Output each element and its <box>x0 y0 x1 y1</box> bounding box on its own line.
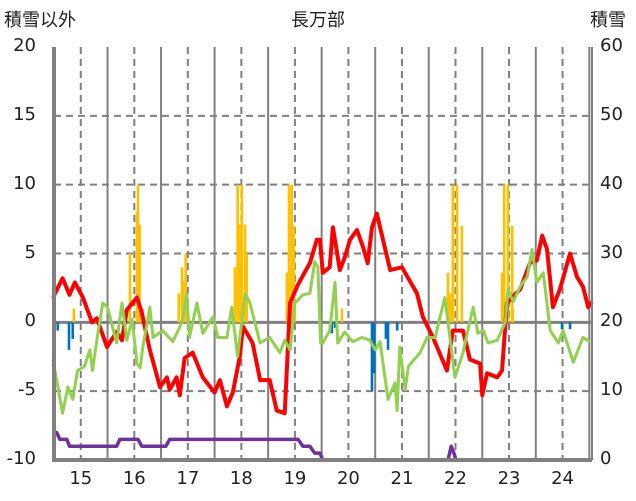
x-tick-label: 17 <box>176 468 200 489</box>
orange-bar <box>236 184 239 323</box>
left-tick-label: 10 <box>13 172 36 194</box>
blue-bar <box>386 322 390 350</box>
orange-bar <box>233 267 237 323</box>
blue-bar <box>560 322 564 330</box>
orange-bar <box>502 184 506 323</box>
left-tick-label: 20 <box>13 35 36 56</box>
orange-bar <box>292 225 296 323</box>
right-tick-label: 0 <box>600 448 612 469</box>
left-tick-label: -5 <box>18 379 36 401</box>
x-tick-label: 23 <box>497 468 521 489</box>
orange-bar <box>136 184 140 323</box>
orange-bar <box>72 308 76 323</box>
orange-bar <box>184 253 187 323</box>
orange-bar <box>240 184 244 323</box>
x-tick-label: 24 <box>551 468 574 489</box>
x-tick-label: 15 <box>69 468 93 489</box>
orange-bar <box>177 293 181 323</box>
orange-bar <box>290 184 293 323</box>
blue-bar <box>71 322 75 339</box>
orange-bar <box>446 272 450 323</box>
orange-bar <box>448 293 452 323</box>
x-tick-label: 19 <box>283 468 307 489</box>
orange-bar <box>460 225 464 323</box>
orange-bar <box>510 225 514 323</box>
blue-bar <box>67 322 71 350</box>
orange-bar <box>500 272 504 323</box>
blue-bar <box>395 322 399 331</box>
orange-bar <box>243 224 247 323</box>
orange-bar <box>128 253 132 323</box>
orange-bar <box>340 308 344 323</box>
right-tick-label: 60 <box>600 35 623 56</box>
x-tick-label: 22 <box>444 468 467 489</box>
left-tick-label: 15 <box>13 103 36 125</box>
blue-bar <box>568 322 572 330</box>
right-tick-label: 20 <box>600 310 623 332</box>
right-tick-label: 30 <box>600 241 623 263</box>
left-axis-title: 積雪以外 <box>4 10 76 31</box>
x-tick-label: 21 <box>390 468 414 489</box>
chart-title: 長万部 <box>291 10 345 31</box>
x-tick-label: 20 <box>336 468 360 489</box>
left-tick-label: 5 <box>24 241 36 263</box>
orange-bar <box>285 272 289 323</box>
orange-bar <box>138 224 141 323</box>
blue-bar <box>370 322 374 392</box>
left-tick-label: -10 <box>6 448 36 469</box>
x-tick-label: 18 <box>229 468 253 489</box>
orange-bar <box>287 184 291 323</box>
right-tick-label: 10 <box>600 379 623 401</box>
blue-bar <box>56 322 60 331</box>
orange-bar <box>181 281 185 323</box>
blue-bar <box>384 322 388 339</box>
green-line <box>51 247 591 415</box>
blue-bar <box>330 322 334 334</box>
red-line <box>51 211 594 416</box>
orange-bar <box>238 224 242 323</box>
left-tick-label: 0 <box>24 310 36 332</box>
right-tick-label: 40 <box>600 172 623 194</box>
orange-bar <box>511 308 515 323</box>
purple-line <box>52 430 592 462</box>
x-tick-label: 16 <box>122 468 146 489</box>
right-tick-label: 50 <box>600 103 623 125</box>
orange-bar <box>455 184 459 323</box>
blue-bar <box>333 322 337 328</box>
right-axis-title: 積雪 <box>590 10 626 31</box>
orange-bar <box>245 253 249 323</box>
orange-bar <box>506 184 510 323</box>
orange-bar <box>451 184 455 323</box>
